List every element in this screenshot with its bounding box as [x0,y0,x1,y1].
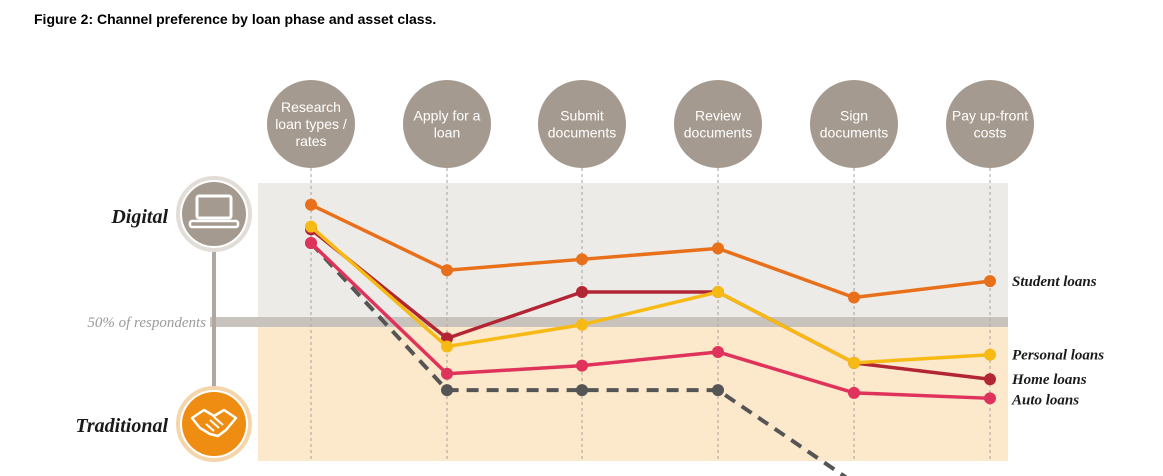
phase-label: documents [684,125,752,141]
data-point [984,275,996,288]
series-label: Personal loans [1012,348,1104,364]
data-point [441,340,453,353]
series-line [310,203,991,300]
phase-label: documents [548,125,616,141]
data-point [576,384,588,397]
reference-label: 50% of respondents [87,315,206,331]
phase-label: Sign [840,108,868,124]
data-point [848,386,860,399]
phase-label: loan types / [275,116,347,132]
figure-title: Figure 2: Channel preference by loan pha… [34,11,437,27]
data-point [576,253,588,266]
phase-label: Apply for a [414,108,481,124]
data-point [441,384,453,397]
data-point [441,367,453,380]
phase-label: Pay up-front [952,108,1028,124]
reference-band [210,317,1008,327]
data-point [984,373,996,386]
series-label: Student loans [1012,274,1097,290]
phase-circle [267,80,355,168]
digital-label: Digital [110,206,168,228]
series-personal-loans [305,220,996,369]
phase-label: loan [434,125,460,141]
phase-label: Submit [560,108,604,124]
phase-circle [946,80,1034,168]
data-point [305,198,317,211]
phase-label: documents [820,125,888,141]
phase-label: rates [295,133,326,149]
series-auto-loans [305,236,996,405]
phase-circle [538,80,626,168]
data-point [848,291,860,304]
series-line [309,241,848,476]
phase-label: Review [695,108,742,124]
data-point [305,220,317,233]
data-point [576,359,588,372]
data-point [712,384,724,397]
data-point [576,286,588,299]
data-point [576,318,588,331]
series-label: Home loans [1011,372,1087,388]
series-line [309,227,991,381]
data-point [712,286,724,299]
data-point [305,236,317,249]
laptop-icon [176,176,252,252]
series-labels: Student loans Personal loans Home loans Aut… [1011,274,1104,408]
series-line [309,225,991,365]
data-point [712,345,724,358]
data-point [848,356,860,369]
phase-circle [810,80,898,168]
phase-gridlines [310,168,991,460]
data-point [984,348,996,361]
traditional-label: Traditional [75,415,168,437]
data-point [712,242,724,255]
series-label: Auto loans [1011,392,1079,408]
phase-circle [403,80,491,168]
phase-label: costs [974,125,1007,141]
phase-label: Research [281,99,341,115]
series-student-loans [305,198,996,304]
phase-circle [674,80,762,168]
data-point [441,264,453,277]
series-line [309,241,991,401]
data-point [984,392,996,405]
handshake-icon [176,386,252,462]
series-lines [305,198,996,476]
